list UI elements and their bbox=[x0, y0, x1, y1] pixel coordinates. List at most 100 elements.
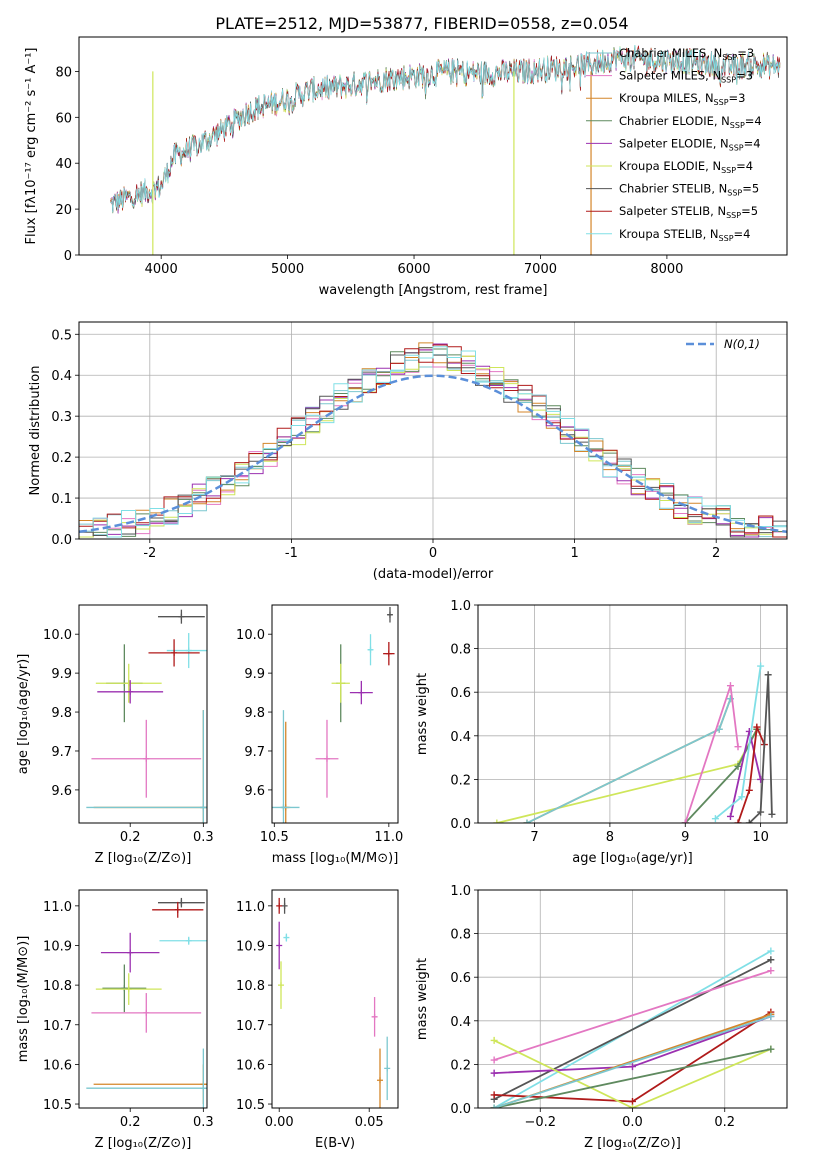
y-tick-label: 0.4 bbox=[51, 369, 72, 384]
x-tick-label: 0.2 bbox=[714, 1115, 735, 1130]
y-tick-label: 10.7 bbox=[236, 1019, 265, 1034]
x-tick-label: 0.05 bbox=[355, 1115, 384, 1130]
point-chabrier_elodie bbox=[121, 985, 128, 992]
y-tick-label: 10.9 bbox=[43, 939, 72, 954]
y-tick-label: 10.5 bbox=[43, 1098, 72, 1113]
series-chabrier_miles bbox=[493, 1015, 772, 1108]
y-tick-label: 10.6 bbox=[43, 1058, 72, 1073]
point-kroupa_stelib bbox=[367, 646, 374, 653]
marker-kroupa_elodie bbox=[629, 1104, 636, 1108]
axes-frame bbox=[271, 604, 399, 824]
y-tick-label: 0.6 bbox=[450, 971, 471, 986]
plot-area bbox=[79, 342, 787, 538]
legend-label-salpeter_stelib: Salpeter STELIB, NSSP=5 bbox=[619, 204, 758, 220]
x-axis-label: (data-model)/error bbox=[373, 567, 494, 582]
normal-curve bbox=[79, 374, 787, 534]
x-tick-label: 5000 bbox=[271, 262, 304, 277]
y-tick-label: 0.8 bbox=[450, 928, 471, 943]
mass-vs-ebv-panel: 0.00 0.05 10.5 10.6 10.7 10.8 10.9 11.0 E(B-V) bbox=[236, 889, 399, 1151]
x-tick-label: 1 bbox=[570, 546, 578, 561]
spectrum-line-kroupa_stelib bbox=[110, 44, 781, 213]
point-kroupa_elodie bbox=[337, 680, 344, 687]
point-salpeter_elodie bbox=[358, 689, 365, 696]
point-salpeter_elodie bbox=[127, 949, 134, 956]
y-tick-label: 10.8 bbox=[43, 979, 72, 994]
plot-area bbox=[110, 44, 781, 255]
y-tick-label: 10.0 bbox=[236, 628, 265, 643]
axes-frame bbox=[78, 889, 208, 1109]
x-tick-label: 6000 bbox=[397, 262, 430, 277]
series-chabrier_elodie bbox=[493, 1048, 772, 1108]
y-axis-label: Normed distribution bbox=[28, 366, 43, 496]
y-tick-label: 9.7 bbox=[244, 745, 265, 760]
point-kroupa_stelib bbox=[283, 934, 290, 941]
point-kroupa_elodie bbox=[125, 986, 132, 993]
marker-chabrier_stelib bbox=[768, 810, 776, 818]
point-salpeter_stelib bbox=[174, 906, 181, 913]
y-axis-label: age [log₁₀(age/yr)] bbox=[16, 654, 31, 775]
x-tick-label: 11.0 bbox=[374, 830, 403, 845]
y-tick-label: 0.0 bbox=[450, 1102, 471, 1117]
marker-chabrier_miles bbox=[523, 819, 531, 823]
y-tick-label: 1.0 bbox=[450, 884, 471, 899]
point-salpeter_miles bbox=[143, 755, 150, 762]
series-kroupa_miles bbox=[526, 698, 732, 823]
figure-title: PLATE=2512, MJD=53877, FIBERID=0558, z=0… bbox=[215, 14, 628, 33]
massweight-vs-age-panel: 7 8 9 10 0.0 0.2 0.4 0.6 0.8 1.0 age [log₁₀(age/yr… bbox=[415, 599, 788, 866]
x-tick-label: 0.2 bbox=[120, 1115, 141, 1130]
marker-chabrier_elodie bbox=[734, 762, 742, 770]
y-tick-label: 0.2 bbox=[450, 1058, 471, 1073]
x-axis-label: Z [log₁₀(Z/Z⊙)] bbox=[584, 1136, 681, 1151]
marker-salpeter_miles bbox=[490, 1056, 498, 1064]
x-axis-label: age [log₁₀(age/yr)] bbox=[572, 851, 693, 866]
y-tick-label: 9.8 bbox=[51, 706, 72, 721]
histogram-kroupa_stelib bbox=[79, 346, 787, 538]
legend-label-chabrier_elodie: Chabrier ELODIE, NSSP=4 bbox=[619, 114, 762, 130]
point-salpeter_stelib bbox=[385, 650, 392, 657]
x-tick-label: 7000 bbox=[524, 262, 557, 277]
residuals-panel: -2 -1 0 1 2 0.0 0.1 0.2 0.3 0.4 0.5 (data-model)/er… bbox=[28, 321, 788, 582]
y-tick-label: 0.2 bbox=[450, 773, 471, 788]
marker-chabrier_miles bbox=[767, 1012, 775, 1020]
marker-salpeter_elodie bbox=[490, 1069, 498, 1077]
point-salpeter_elodie bbox=[127, 688, 134, 695]
x-tick-label: 4000 bbox=[145, 262, 178, 277]
legend-label-kroupa_elodie: Kroupa ELODIE, NSSP=4 bbox=[619, 159, 753, 175]
y-tick-label: 0.6 bbox=[450, 686, 471, 701]
point-chabrier_stelib bbox=[178, 613, 185, 620]
marker-chabrier_elodie bbox=[767, 1045, 775, 1053]
y-axis-label: mass [log₁₀(M/M⊙)] bbox=[16, 936, 31, 1063]
axes-frame bbox=[477, 889, 788, 1109]
y-tick-label: 1.0 bbox=[450, 599, 471, 614]
axes-frame bbox=[78, 604, 208, 824]
y-tick-label: 10.7 bbox=[43, 1019, 72, 1034]
marker-kroupa_stelib bbox=[757, 662, 765, 670]
x-axis-label: mass [log₁₀(M/M⊙)] bbox=[272, 851, 399, 866]
x-tick-label: 0 bbox=[429, 546, 437, 561]
series-kroupa_elodie bbox=[493, 1039, 772, 1108]
point-salpeter_elodie bbox=[276, 942, 283, 949]
spectrum-panel: 4000 5000 6000 7000 8000 0 20 40 60 80 wavelength … bbox=[24, 36, 788, 298]
y-tick-label: 10.0 bbox=[43, 628, 72, 643]
plot-area bbox=[493, 662, 776, 823]
age-vs-metallicity-panel: 0.2 0.3 9.6 9.7 9.8 9.9 10.0 Z [log₁₀(Z/Z⊙)] age… bbox=[16, 604, 214, 866]
y-tick-label: 0.5 bbox=[51, 328, 72, 343]
x-tick-label: 8000 bbox=[650, 262, 683, 277]
marker-chabrier_stelib bbox=[757, 808, 765, 816]
x-tick-label: -2 bbox=[143, 546, 156, 561]
y-tick-label: 10.5 bbox=[236, 1098, 265, 1113]
point-kroupa_miles bbox=[377, 1077, 383, 1084]
marker-kroupa_elodie bbox=[490, 1036, 498, 1044]
y-tick-label: 0.8 bbox=[450, 643, 471, 658]
point-salpeter_stelib bbox=[276, 902, 283, 909]
y-tick-label: 10.8 bbox=[236, 979, 265, 994]
x-tick-label: 0.00 bbox=[265, 1115, 294, 1130]
marker-salpeter_miles bbox=[767, 967, 775, 975]
y-axis-label: Flux [fλ10⁻¹⁷ erg cm⁻² s⁻¹ A⁻¹] bbox=[24, 48, 39, 245]
y-tick-label: 10.9 bbox=[236, 939, 265, 954]
marker-salpeter_stelib bbox=[753, 723, 761, 731]
x-tick-label: 0.3 bbox=[193, 830, 214, 845]
legend-label-salpeter_elodie: Salpeter ELODIE, NSSP=4 bbox=[619, 136, 761, 152]
y-tick-label: 11.0 bbox=[43, 900, 72, 915]
axes-frame bbox=[477, 604, 788, 824]
